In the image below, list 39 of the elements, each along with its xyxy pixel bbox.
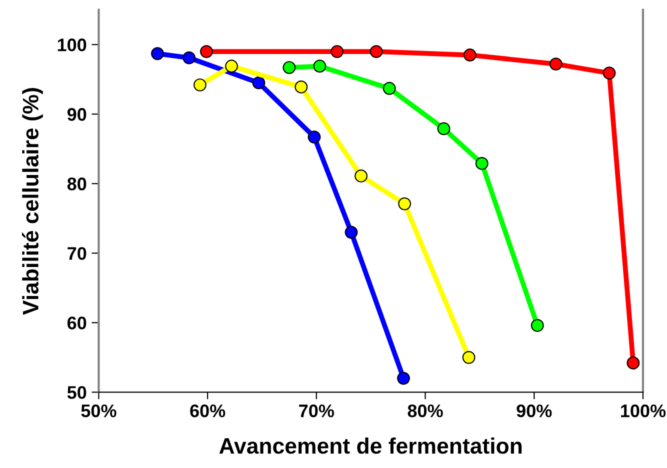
point xyxy=(225,60,238,73)
x-tick-label: 70% xyxy=(299,404,334,418)
y-tick-label: 90 xyxy=(67,108,86,121)
x-tick-label: 80% xyxy=(408,404,443,418)
x-tick-label: 50% xyxy=(81,404,116,418)
y-tick-label: 50 xyxy=(67,386,86,399)
y-tick-label: 80 xyxy=(67,178,86,190)
x-tick-label: 100% xyxy=(621,404,666,418)
point xyxy=(437,122,450,136)
point xyxy=(252,76,266,90)
point xyxy=(397,372,410,385)
point xyxy=(626,356,640,370)
point xyxy=(463,48,476,62)
point xyxy=(182,51,196,64)
x-tick-label: 60% xyxy=(190,404,226,418)
point xyxy=(294,80,308,94)
point xyxy=(398,197,412,210)
y-tick-label: 60 xyxy=(67,316,86,330)
point xyxy=(193,78,206,92)
point xyxy=(382,82,396,95)
point xyxy=(282,61,296,74)
y-tick-label: 100 xyxy=(58,38,86,52)
point xyxy=(462,350,476,364)
y-axis-title: Viabilité cellulaire (%) xyxy=(22,88,43,315)
point xyxy=(602,66,616,80)
y-tick-label: 70 xyxy=(68,247,86,260)
point xyxy=(530,318,544,332)
x-axis-title: Avancement de fermentation xyxy=(219,437,522,454)
x-tick-label: 90% xyxy=(516,404,552,418)
point xyxy=(308,130,321,144)
point xyxy=(354,170,368,182)
point xyxy=(200,45,213,58)
point xyxy=(549,58,562,71)
point xyxy=(330,45,344,58)
point xyxy=(370,45,383,58)
point xyxy=(475,157,488,170)
point xyxy=(344,226,358,239)
point xyxy=(313,60,326,73)
point xyxy=(151,47,164,60)
